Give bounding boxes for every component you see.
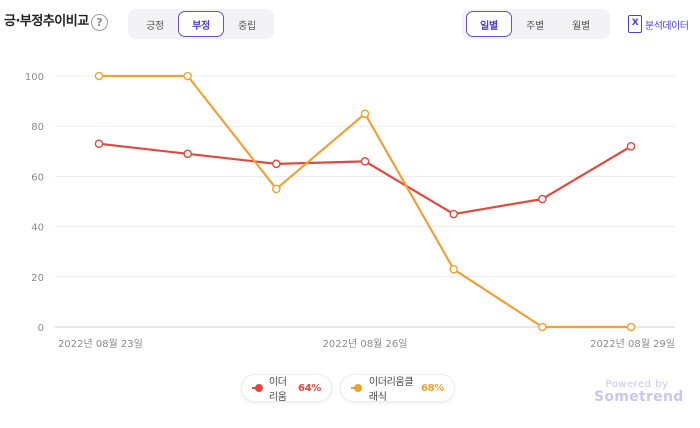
data-point — [360, 109, 370, 118]
legend-item-ethereum[interactable]: 이더리움 64% — [241, 374, 332, 403]
excel-icon: X — [628, 15, 642, 33]
data-point — [94, 139, 104, 149]
y-tick-label: 100 — [25, 72, 44, 83]
legend-name: 이더리움클래식 — [368, 377, 414, 403]
sentiment-tab-group: 긍정 부정 중립 — [128, 9, 274, 39]
data-point — [449, 209, 458, 219]
y-tick-label: 80 — [31, 122, 44, 133]
tab-neutral[interactable]: 중립 — [238, 20, 256, 32]
data-point — [183, 71, 192, 81]
tab-positive[interactable]: 긍정 — [146, 20, 164, 32]
data-point — [449, 264, 458, 274]
y-tick-label: 0 — [38, 323, 44, 334]
period-tab-group: 일별 주별 월별 — [462, 9, 610, 39]
data-point — [626, 322, 636, 332]
legend-item-ethereum-classic[interactable]: 이더리움클래식 68% — [340, 374, 455, 403]
data-point — [94, 71, 104, 81]
data-point — [538, 322, 547, 332]
y-tick-label: 60 — [31, 172, 44, 183]
data-point — [183, 149, 192, 159]
data-point — [360, 157, 370, 166]
x-tick-label: 2022년 08월 23일 — [58, 338, 143, 350]
analysis-data-button[interactable]: X 분석데이터 — [628, 14, 689, 34]
y-tick-label: 40 — [31, 223, 44, 234]
series-line-1 — [98, 142, 632, 216]
data-point — [538, 194, 547, 204]
legend-name: 이더리움 — [268, 377, 287, 403]
legend-line-icon — [252, 383, 263, 393]
x-tick-label: 2022년 08월 29일 — [590, 338, 675, 350]
powered-by-text: Powered by — [605, 379, 669, 390]
data-point — [626, 141, 636, 151]
data-point — [272, 184, 281, 194]
data-point — [272, 159, 281, 169]
legend-percent: 68% — [420, 382, 444, 394]
x-tick-label: 2022년 08월 26일 — [323, 338, 408, 350]
tab-monthly[interactable]: 월별 — [572, 20, 590, 32]
legend-line-icon — [351, 383, 362, 393]
help-icon[interactable]: ? — [91, 14, 108, 31]
tab-weekly[interactable]: 주별 — [526, 20, 544, 32]
legend-percent: 64% — [297, 382, 321, 394]
y-tick-label: 20 — [31, 273, 44, 284]
sometrend-logo-text: Sometrend — [594, 389, 684, 405]
powered-by-logo: Powered by Sometrend — [594, 379, 684, 405]
tab-daily[interactable]: 일별 — [466, 11, 512, 37]
page-title: 긍·부정추이비교 — [4, 14, 89, 29]
tab-negative[interactable]: 부정 — [178, 11, 224, 37]
analysis-data-label: 분석데이터 — [645, 20, 689, 32]
